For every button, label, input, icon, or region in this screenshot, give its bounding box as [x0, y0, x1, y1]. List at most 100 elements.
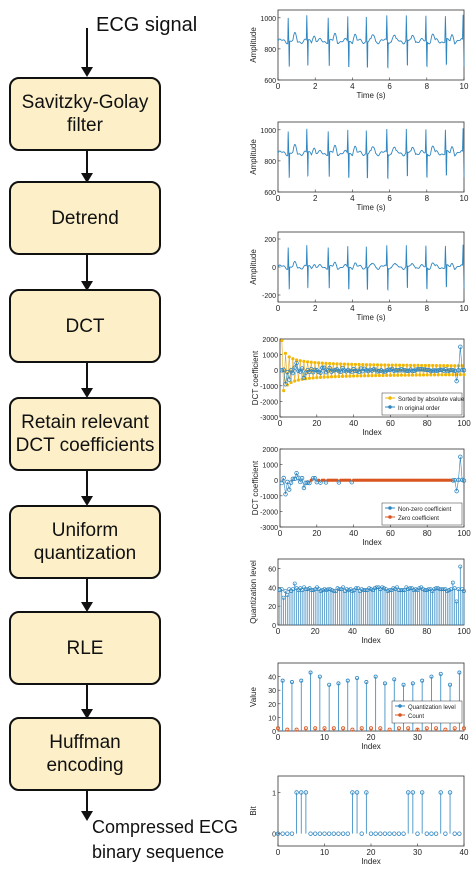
flow-arrow — [81, 685, 93, 719]
y-tick-label: 0 — [272, 832, 276, 839]
series-sorted-point — [280, 338, 284, 343]
series-nonzero-point — [323, 480, 329, 485]
bit-marker — [415, 831, 420, 836]
x-tick-label: 60 — [386, 529, 395, 538]
flow-arrow — [81, 471, 93, 506]
series-sorted-point — [300, 377, 304, 381]
y-axis-label: Amplitude — [250, 139, 258, 175]
stem-marker — [329, 588, 334, 593]
series-nonzero-point — [285, 369, 290, 375]
legend-entry: Zero coefficient — [398, 516, 439, 522]
series-nonzero-point — [281, 367, 286, 372]
stem-marker — [367, 586, 372, 591]
bit-marker — [392, 831, 397, 836]
legend-box — [381, 392, 463, 416]
series-nonzero-point — [290, 476, 296, 481]
bit-marker — [429, 831, 434, 836]
series-sorted-point — [416, 363, 420, 367]
series-nonzero-point — [290, 370, 296, 376]
y-tick-label: 10 — [268, 715, 276, 722]
y-axis-label: Amplitude — [250, 249, 258, 285]
series-nonzero-point — [461, 478, 467, 483]
y-tick-label: 0 — [272, 729, 276, 736]
value-marker — [308, 670, 313, 675]
bit-marker — [373, 831, 378, 836]
series-sorted-point — [405, 363, 409, 367]
legend-box — [381, 502, 463, 526]
series-nonzero-point — [424, 367, 430, 373]
bit-marker — [452, 831, 457, 836]
y-tick-label: 1000 — [262, 353, 278, 360]
y-tick-label: 600 — [264, 78, 276, 85]
flow-arrow — [81, 363, 93, 398]
count-marker — [275, 726, 280, 731]
x-axis-label: Index — [362, 428, 382, 437]
series-sorted-point — [460, 364, 464, 368]
series-nonzero-point — [298, 369, 303, 374]
step-label: Retain relevant — [21, 412, 149, 433]
series-nonzero-point — [327, 365, 332, 371]
count-marker — [461, 726, 466, 731]
y-axis-label: Amplitude — [250, 27, 258, 63]
step-dct: DCT — [9, 289, 161, 363]
series-nonzero-point — [283, 492, 288, 497]
series-sorted-point — [283, 351, 288, 355]
series-sorted-point — [445, 364, 450, 368]
bit-marker — [331, 831, 336, 836]
series-sorted-point — [352, 374, 356, 378]
legend-entry: Sorted by absolute value — [398, 397, 465, 403]
x-tick-label: 10 — [460, 82, 469, 91]
x-tick-label: 0 — [276, 733, 281, 742]
x-tick-label: 100 — [457, 627, 471, 636]
series-sorted-point — [296, 378, 300, 382]
y-tick-label: -1000 — [260, 494, 278, 501]
series-sorted-point — [366, 374, 370, 378]
series-nonzero-point — [318, 480, 323, 485]
series-sorted-point — [328, 361, 332, 366]
series-sorted-point — [333, 375, 337, 379]
y-tick-label: 0 — [274, 478, 278, 485]
series-sorted-point — [438, 363, 442, 368]
x-axis-label: Index — [362, 538, 382, 547]
stem-marker — [361, 588, 366, 593]
series-nonzero-point — [279, 480, 285, 486]
value-marker — [317, 674, 322, 679]
x-tick-label: 8 — [425, 194, 430, 203]
value-marker — [429, 674, 434, 679]
ecg-series-line — [277, 128, 465, 180]
series-sorted-point — [339, 362, 343, 366]
series-sorted-point — [355, 374, 359, 378]
series-sorted-point — [436, 373, 440, 377]
series-nonzero-point — [279, 368, 285, 373]
chart-rle-values: 0 10 20 30 40 0 10 20 30 40 Index Value Quantization… — [250, 662, 469, 751]
x-tick-label: 80 — [423, 419, 432, 428]
bit-marker — [378, 831, 383, 836]
step-detrend: Detrend — [9, 181, 161, 255]
series-sorted-point — [313, 361, 317, 365]
series-sorted-point — [307, 376, 312, 380]
series-sorted-point — [396, 373, 400, 377]
x-axis-label: Time (s) — [356, 313, 385, 322]
stem-marker — [363, 588, 368, 593]
x-tick-label: 60 — [386, 419, 395, 428]
series-nonzero-point — [287, 487, 292, 492]
series-sorted-point — [348, 374, 352, 378]
series-sorted-point — [451, 373, 455, 377]
x-tick-label: 4 — [350, 82, 355, 91]
step-savitzky-golay: Savitzky-Golay filter — [9, 77, 161, 151]
series-sorted-point — [335, 362, 339, 366]
x-tick-label: 10 — [320, 848, 329, 857]
count-marker — [369, 726, 374, 731]
count-marker — [452, 726, 457, 731]
legend-box — [391, 700, 463, 724]
series-sorted-point — [388, 373, 392, 377]
count-marker — [443, 727, 448, 732]
series-sorted-point — [420, 363, 424, 368]
y-axis-label: DCT coefficient — [251, 460, 260, 515]
series-sorted-point — [361, 362, 365, 367]
series-sorted-point — [394, 363, 398, 367]
series-nonzero-point — [305, 480, 310, 485]
x-tick-label: 30 — [413, 848, 422, 857]
bit-marker — [326, 831, 332, 836]
stem-marker — [421, 587, 426, 592]
